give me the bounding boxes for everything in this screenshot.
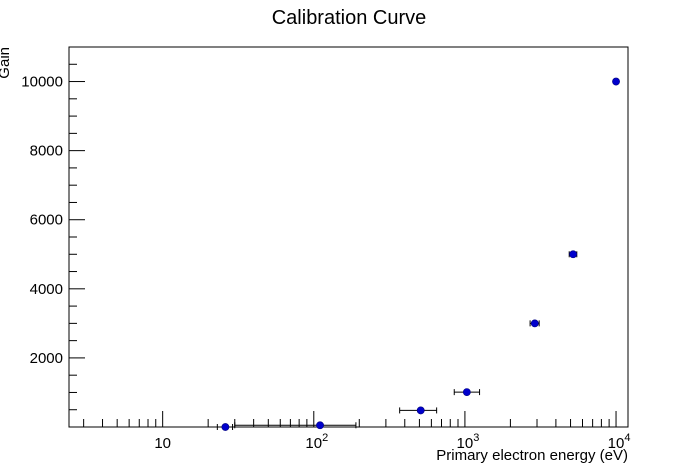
- x-tick-label: 10: [154, 435, 171, 452]
- data-point: [221, 423, 230, 431]
- data-point: [530, 319, 539, 328]
- y-tick-label: 6000: [30, 212, 63, 229]
- data-points: [216, 77, 620, 431]
- data-point: [569, 250, 578, 259]
- y-axis-tick-labels: 2000 4000 6000 8000 10000: [21, 74, 63, 367]
- x-axis-ticks: [83, 411, 617, 427]
- y-tick-label: 10000: [21, 74, 63, 91]
- x-tick-label: 103: [457, 432, 480, 452]
- x-tick-label: 102: [305, 432, 328, 452]
- x-axis-label: Primary electron energy (eV): [436, 447, 628, 464]
- x-tick-label: 104: [608, 432, 631, 452]
- y-axis-label: Gain: [0, 47, 13, 79]
- plot-frame: [68, 46, 629, 428]
- y-tick-label: 2000: [30, 350, 63, 367]
- y-tick-label: 4000: [30, 281, 63, 298]
- data-point: [416, 406, 425, 415]
- data-point: [612, 77, 620, 86]
- data-point: [316, 421, 324, 430]
- y-tick-label: 8000: [30, 143, 63, 160]
- data-point: [462, 388, 471, 397]
- chart-title: Calibration Curve: [272, 7, 427, 29]
- y-axis-ticks: [69, 46, 85, 411]
- x-axis-tick-labels: 10 102 103 104: [154, 432, 630, 452]
